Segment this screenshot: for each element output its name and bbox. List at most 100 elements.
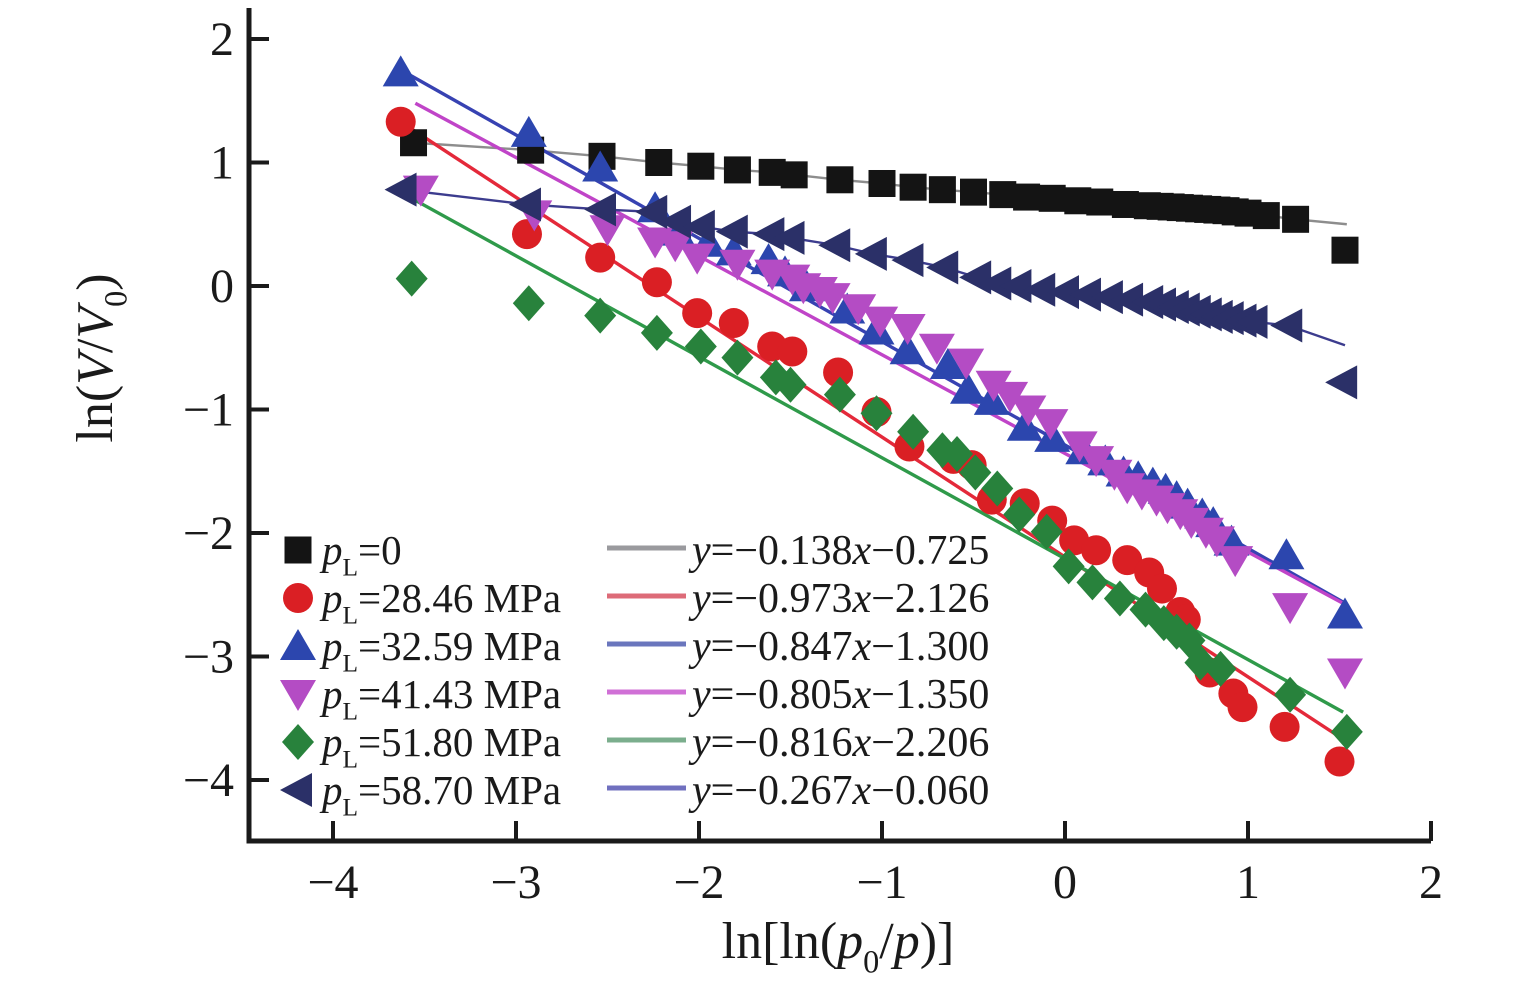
data-point xyxy=(926,250,959,285)
data-point xyxy=(641,267,672,298)
text-segment: =58.70 MPa xyxy=(358,767,561,813)
y-tick-label: −1 xyxy=(183,384,234,437)
data-point xyxy=(854,236,887,271)
data-point xyxy=(1052,548,1085,585)
data-point xyxy=(1227,692,1258,723)
data-point xyxy=(959,260,992,295)
data-point xyxy=(780,161,808,189)
text-segment: y xyxy=(688,768,711,814)
x-tick-label: −4 xyxy=(307,856,358,909)
data-point xyxy=(840,294,877,326)
data-point xyxy=(1274,676,1307,713)
data-point xyxy=(715,214,748,249)
legend-item-pl-0: pL=0 y=−0.138x−0.725 xyxy=(284,527,989,581)
data-point xyxy=(1272,593,1309,625)
data-point xyxy=(960,178,987,206)
data-point xyxy=(1198,526,1235,558)
data-point xyxy=(1324,746,1355,777)
text-segment: y xyxy=(688,624,711,670)
text-segment: ln[ln( xyxy=(722,913,838,970)
data-point xyxy=(774,366,807,403)
text-segment: =−0.805 xyxy=(711,672,853,718)
text-segment: y xyxy=(688,576,711,622)
data-point xyxy=(889,333,926,365)
text-segment: )] xyxy=(920,913,955,970)
data-point xyxy=(682,298,713,329)
data-point xyxy=(981,470,1014,507)
data-point xyxy=(1325,365,1358,400)
text-segment: L xyxy=(343,649,359,677)
legend-equation: y=−0.847x−1.300 xyxy=(688,624,989,670)
text-segment: L xyxy=(343,553,359,581)
text-segment: p xyxy=(833,913,863,970)
legend-equation: y=−0.805x−1.350 xyxy=(688,672,989,718)
legend-label: pL=51.80 MPa xyxy=(319,719,561,773)
data-point xyxy=(897,413,930,450)
data-point xyxy=(992,381,1029,413)
legend-label: pL=58.70 MPa xyxy=(319,767,561,821)
data-point xyxy=(719,249,756,281)
data-point xyxy=(1086,188,1114,216)
y-tick-label: 1 xyxy=(210,137,234,190)
data-point xyxy=(1078,446,1115,478)
data-point xyxy=(959,454,992,491)
series-pl-0 xyxy=(400,129,1359,264)
y-axis-title: ln(V/V0) xyxy=(67,273,134,442)
data-point xyxy=(1330,713,1363,750)
legend-equation: y=−0.973x−2.126 xyxy=(688,576,989,622)
data-point xyxy=(395,260,428,297)
text-segment: p xyxy=(319,671,343,717)
data-point xyxy=(1032,409,1069,441)
text-segment: 0 xyxy=(863,944,879,980)
data-point xyxy=(1111,282,1144,317)
data-point xyxy=(1068,277,1101,312)
data-point xyxy=(1331,236,1359,264)
x-tick-label: −1 xyxy=(856,856,907,909)
axes: −4 −3 −2 −1 0 1 2 2 1 0 −1 −2 −3 −4 xyxy=(183,8,1443,909)
data-point xyxy=(1090,280,1123,315)
data-point xyxy=(777,336,808,367)
text-segment: p xyxy=(319,719,343,765)
data-point xyxy=(384,172,417,207)
legend-marker-circle xyxy=(283,583,313,613)
text-segment: =28.46 MPa xyxy=(358,575,561,621)
data-point xyxy=(826,166,854,194)
data-point xyxy=(989,181,1017,209)
data-point xyxy=(718,308,749,339)
data-point xyxy=(973,383,1010,415)
text-segment: =51.80 MPa xyxy=(358,719,561,765)
data-point xyxy=(659,204,692,239)
data-point xyxy=(679,243,716,275)
data-point xyxy=(941,435,974,472)
data-point xyxy=(975,370,1012,402)
data-point xyxy=(929,348,966,380)
text-segment: =−0.816 xyxy=(711,720,853,766)
text-segment: L xyxy=(343,697,359,725)
data-point xyxy=(682,209,715,244)
text-segment: L xyxy=(343,793,359,821)
legend-marker-diamond xyxy=(282,724,314,760)
legend-label: pL=41.43 MPa xyxy=(319,671,561,725)
text-segment: V xyxy=(67,348,124,385)
data-point xyxy=(382,55,419,87)
data-point xyxy=(1204,650,1237,687)
series-pl-51-80 xyxy=(395,260,1363,750)
data-point xyxy=(918,333,955,365)
series-pl-41-43 xyxy=(402,175,1363,690)
x-tick-label: −2 xyxy=(673,856,724,909)
text-segment: p xyxy=(319,767,343,813)
data-point xyxy=(899,173,927,201)
text-segment: x xyxy=(852,528,872,574)
data-point xyxy=(1038,184,1066,212)
data-point xyxy=(1235,304,1268,339)
data-point xyxy=(584,192,617,227)
data-point xyxy=(584,297,617,334)
x-tick-label: 1 xyxy=(1236,856,1260,909)
x-tick-label: 0 xyxy=(1053,856,1077,909)
data-point xyxy=(1047,275,1079,310)
data-point xyxy=(818,228,851,263)
text-segment: −2.206 xyxy=(871,720,989,766)
text-segment: x xyxy=(852,768,872,814)
